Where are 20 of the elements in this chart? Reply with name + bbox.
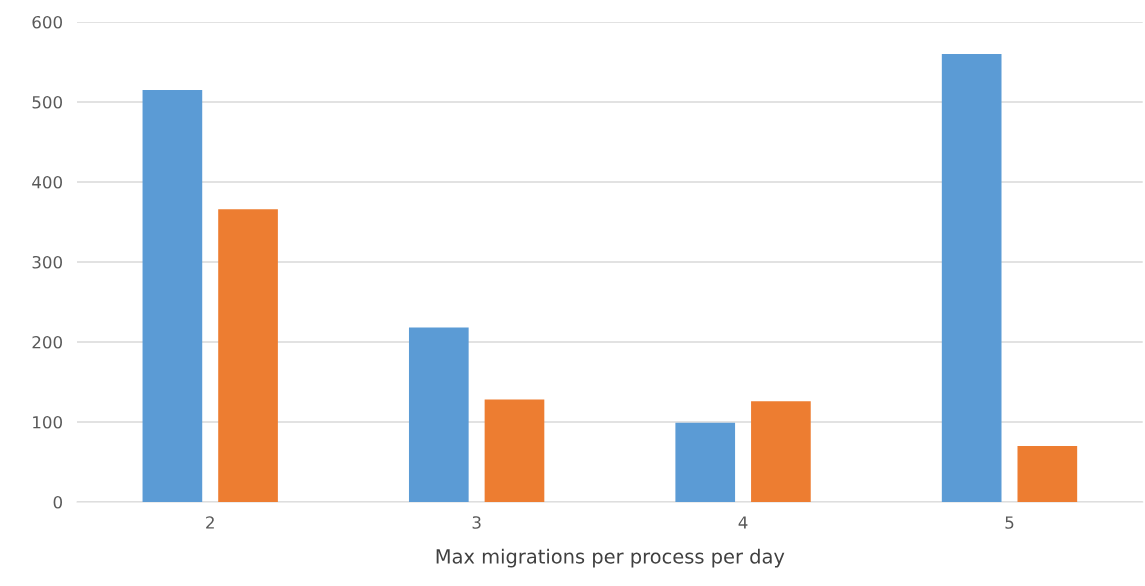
x-axis-title: Max migrations per process per day [436,548,785,568]
bar [941,54,1002,502]
x-tick-label: 5 [1005,516,1014,529]
y-tick-label: 100 [33,415,62,429]
bar [675,422,736,502]
y-tick-label: 300 [32,255,62,269]
bar [751,401,811,502]
bar [218,209,278,502]
y-tick-label: 500 [32,95,62,109]
y-tick-label: 600 [32,15,62,29]
x-tick-label: 3 [472,516,481,529]
bar [142,90,203,502]
x-tick-label: 2 [206,516,214,529]
y-tick-label: 400 [32,175,62,189]
x-tick-label: 4 [738,516,748,529]
bar [408,327,469,502]
y-tick-label: 0 [53,495,62,509]
y-tick-label: 200 [32,335,62,349]
bar [1017,446,1078,502]
bar [484,399,545,502]
